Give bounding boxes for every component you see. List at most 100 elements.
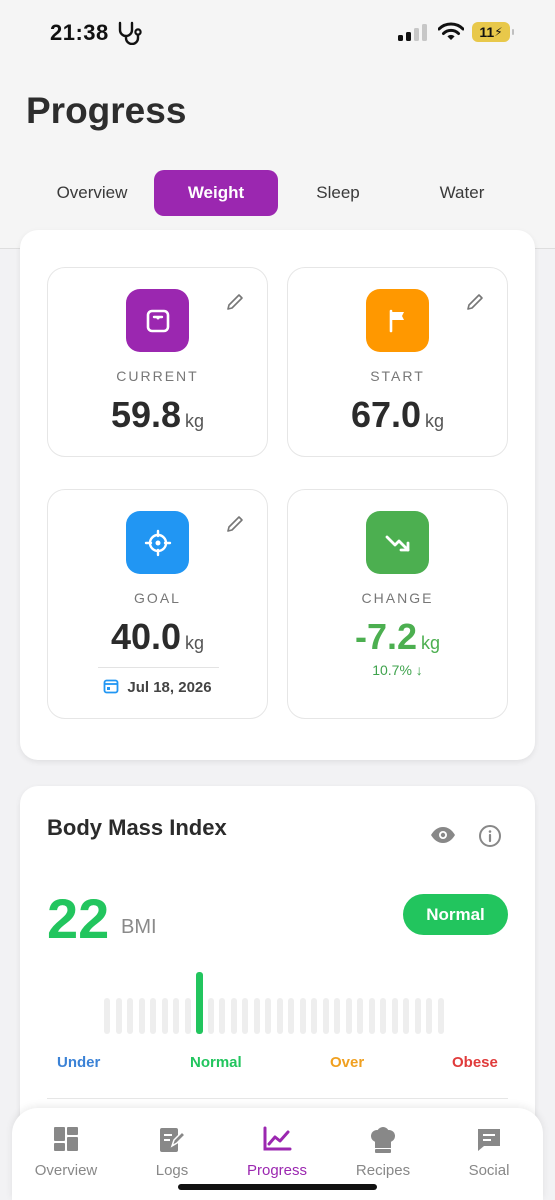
- flag-icon: [366, 289, 429, 352]
- chart-icon: [227, 1126, 327, 1156]
- bmi-scale-bar: [150, 998, 156, 1034]
- battery-indicator: 11 ⚡: [472, 22, 514, 42]
- goal-weight-number: 40.0: [110, 616, 182, 657]
- bmi-value: 22: [47, 887, 110, 950]
- bmi-scale-bar: [138, 998, 145, 1034]
- bmi-scale-bar: [276, 998, 283, 1034]
- bmi-scale-bar: [299, 998, 306, 1034]
- bmi-scale-bar: [207, 998, 214, 1034]
- tab-water[interactable]: Water: [439, 183, 485, 202]
- tab-weight[interactable]: Weight: [154, 170, 278, 216]
- bmi-category-normal: Normal: [190, 1054, 242, 1071]
- status-time: 21:38: [50, 20, 109, 45]
- page-header: Progress Overview Weight Sleep Water: [0, 66, 555, 249]
- edit-note-icon: [122, 1126, 222, 1156]
- goal-label: GOAL: [134, 590, 181, 606]
- nav-recipes[interactable]: Recipes: [333, 1126, 433, 1179]
- nav-overview-label: Overview: [34, 1162, 98, 1179]
- edit-current-icon[interactable]: [225, 292, 245, 317]
- info-icon[interactable]: [478, 824, 502, 853]
- bmi-scale-bar: [322, 998, 329, 1034]
- change-percent: 10.7% ↓: [372, 662, 423, 678]
- bmi-scale: [104, 972, 454, 1042]
- bmi-scale-bar: [253, 998, 260, 1034]
- current-value: 59.8 kg: [48, 394, 267, 436]
- bmi-indicator-bar: [196, 972, 203, 1034]
- chat-icon: [439, 1126, 539, 1156]
- current-label: CURRENT: [116, 368, 199, 384]
- nav-recipes-label: Recipes: [355, 1162, 411, 1179]
- goal-weight-unit: kg: [185, 633, 205, 653]
- status-bar: 21:38 11 ⚡: [0, 0, 555, 66]
- change-weight-number: -7.2: [354, 616, 418, 657]
- bmi-scale-bar: [391, 998, 398, 1034]
- bmi-scale-bar: [345, 998, 352, 1034]
- bmi-scale-bar: [380, 998, 386, 1034]
- nav-logs[interactable]: Logs: [122, 1126, 222, 1179]
- goal-date: Jul 18, 2026: [48, 678, 267, 698]
- bmi-scale-bar: [173, 998, 179, 1034]
- tab-overview[interactable]: Overview: [56, 183, 128, 202]
- nav-progress-label: Progress: [246, 1162, 308, 1179]
- charging-bolt-icon: ⚡: [494, 25, 503, 39]
- current-weight-unit: kg: [185, 411, 205, 431]
- bmi-scale-bar: [161, 998, 168, 1034]
- start-weight-number: 67.0: [350, 394, 422, 435]
- cellular-signal-icon: [398, 24, 427, 41]
- start-weight-tile[interactable]: START 67.0 kg: [287, 267, 508, 457]
- bmi-unit: BMI: [121, 916, 157, 938]
- bmi-scale-bar: [184, 998, 191, 1034]
- bmi-scale-bar: [437, 998, 444, 1034]
- edit-start-icon[interactable]: [465, 292, 485, 317]
- current-weight-number: 59.8: [110, 394, 182, 435]
- goal-date-text: Jul 18, 2026: [127, 679, 212, 696]
- bmi-scale-bar: [230, 998, 237, 1034]
- page-title: Progress: [26, 90, 187, 131]
- change-weight-tile: CHANGE -7.2 kg 10.7% ↓: [287, 489, 508, 719]
- goal-value: 40.0 kg: [48, 616, 267, 658]
- bmi-scale-bar: [288, 998, 294, 1034]
- goal-weight-tile[interactable]: GOAL 40.0 kg Jul 18, 2026: [47, 489, 268, 719]
- start-weight-unit: kg: [425, 411, 445, 431]
- wifi-icon: [437, 22, 465, 47]
- bmi-status-badge: Normal: [403, 894, 508, 935]
- goal-divider: [98, 667, 219, 668]
- bmi-scale-bar: [242, 998, 248, 1034]
- stethoscope-icon: [116, 21, 142, 50]
- bmi-scale-bar: [104, 998, 110, 1034]
- bmi-scale-bar: [265, 998, 271, 1034]
- weight-stats-card: CURRENT 59.8 kg START 67.0 kg GOAL 40.0 kg: [20, 230, 535, 760]
- bmi-scale-bar: [368, 998, 375, 1034]
- bmi-scale-bar: [403, 998, 409, 1034]
- change-value: -7.2 kg: [288, 616, 507, 658]
- nav-logs-label: Logs: [155, 1162, 189, 1179]
- bmi-scale-bar: [426, 998, 432, 1034]
- dashboard-icon: [16, 1126, 116, 1156]
- start-label: START: [370, 368, 425, 384]
- calendar-icon: [103, 678, 119, 698]
- bmi-scale-bar: [311, 998, 317, 1034]
- trending-down-icon: [366, 511, 429, 574]
- bmi-category-obese: Obese: [452, 1054, 498, 1071]
- bmi-title: Body Mass Index: [47, 815, 227, 840]
- chef-hat-icon: [333, 1126, 433, 1156]
- nav-social-label: Social: [468, 1162, 510, 1179]
- nav-progress[interactable]: Progress: [227, 1126, 327, 1179]
- bmi-divider: [47, 1098, 508, 1099]
- nav-social[interactable]: Social: [439, 1126, 539, 1179]
- eye-icon[interactable]: [430, 826, 456, 849]
- tab-sleep[interactable]: Sleep: [316, 183, 360, 202]
- bmi-scale-bar: [414, 998, 421, 1034]
- home-indicator: [178, 1184, 377, 1190]
- scale-icon: [126, 289, 189, 352]
- bmi-scale-bar: [219, 998, 225, 1034]
- current-weight-tile[interactable]: CURRENT 59.8 kg: [47, 267, 268, 457]
- edit-goal-icon[interactable]: [225, 514, 245, 539]
- target-icon: [126, 511, 189, 574]
- bmi-scale-bar: [334, 998, 340, 1034]
- bmi-category-under: Under: [57, 1054, 101, 1071]
- start-value: 67.0 kg: [288, 394, 507, 436]
- nav-overview[interactable]: Overview: [16, 1126, 116, 1179]
- bmi-scale-bar: [357, 998, 363, 1034]
- bmi-scale-bar: [115, 998, 122, 1034]
